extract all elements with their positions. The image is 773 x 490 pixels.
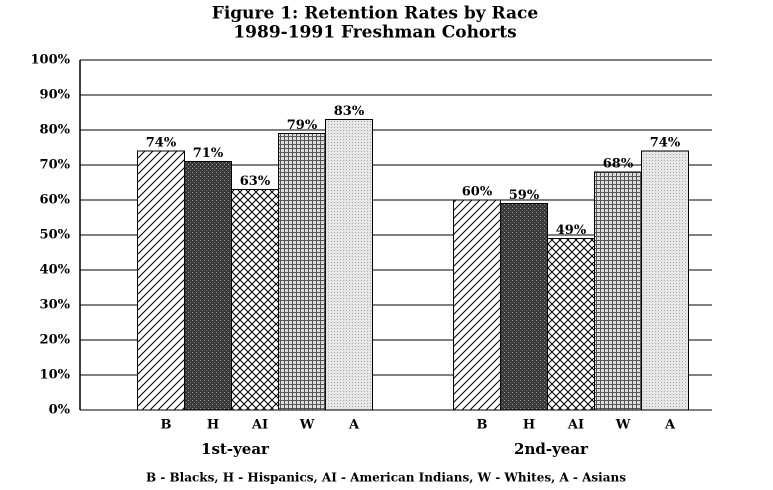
- bar: [453, 199, 501, 411]
- bar: [641, 150, 689, 411]
- series-label: H: [523, 418, 535, 433]
- series-label: W: [615, 418, 631, 433]
- bar: [325, 119, 373, 411]
- y-tick-label: 100%: [31, 53, 71, 68]
- y-tick-label: 0%: [49, 403, 71, 418]
- series-label: B: [477, 418, 488, 433]
- y-tick-label: 10%: [40, 368, 71, 383]
- bar: [278, 133, 326, 411]
- series-label: A: [664, 418, 676, 433]
- x-tick-label: 1st-year: [201, 440, 270, 458]
- note: B - Blacks, H - Hispanics, AI - American…: [146, 471, 626, 485]
- value-label: 63%: [240, 174, 271, 189]
- bar: [231, 189, 279, 411]
- y-tick-label: 40%: [40, 263, 71, 278]
- series-label: AI: [567, 418, 584, 433]
- value-label: 59%: [509, 188, 540, 203]
- value-label: 83%: [334, 104, 365, 119]
- value-label: 68%: [603, 157, 634, 172]
- y-tick-label: 90%: [40, 88, 71, 103]
- series-label: W: [299, 418, 315, 433]
- bar: [594, 171, 642, 411]
- y-tick-label: 60%: [40, 193, 71, 208]
- value-label: 74%: [146, 136, 177, 151]
- y-tick-label: 20%: [40, 333, 71, 348]
- bar: [500, 203, 548, 411]
- chart-title: Figure 1: Retention Rates by Race: [212, 4, 539, 24]
- series-label: H: [207, 418, 219, 433]
- bar: [137, 150, 185, 411]
- value-label: 74%: [650, 136, 681, 151]
- value-label: 49%: [556, 223, 587, 238]
- y-tick-label: 50%: [40, 228, 71, 243]
- y-tick-label: 70%: [40, 158, 71, 173]
- series-label: AI: [251, 418, 268, 433]
- bar: [547, 238, 595, 411]
- value-label: 60%: [462, 185, 493, 200]
- y-tick-label: 30%: [40, 298, 71, 313]
- value-label: 71%: [193, 146, 224, 161]
- x-tick-label: 2nd-year: [514, 440, 589, 458]
- value-label: 79%: [287, 118, 318, 133]
- bar: [184, 161, 232, 411]
- series-label: A: [348, 418, 360, 433]
- series-label: B: [161, 418, 172, 433]
- y-tick-label: 80%: [40, 123, 71, 138]
- chart-subtitle: 1989-1991 Freshman Cohorts: [233, 23, 516, 43]
